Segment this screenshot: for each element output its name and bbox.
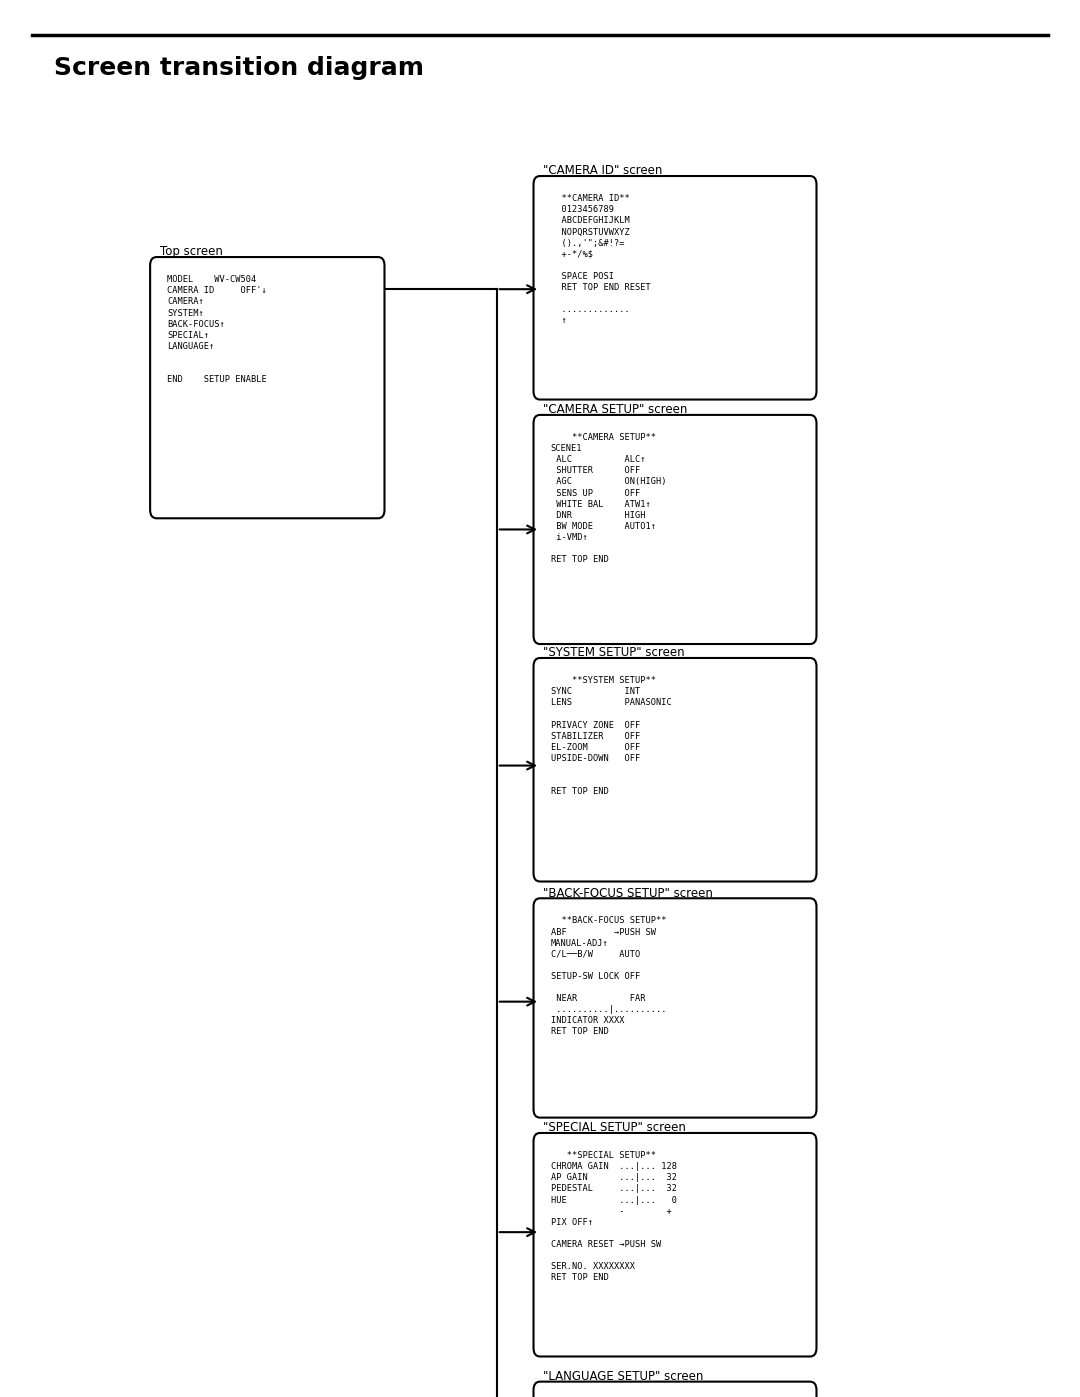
Text: MODEL    WV-CW504
CAMERA ID     OFF'↓
CAMERA↑
SYSTEM↑
BACK-FOCUS↑
SPECIAL↑
LANGU: MODEL WV-CW504 CAMERA ID OFF'↓ CAMERA↑ S… xyxy=(167,275,267,384)
FancyBboxPatch shape xyxy=(534,1133,816,1356)
FancyBboxPatch shape xyxy=(534,1382,816,1397)
Text: "CAMERA ID" screen: "CAMERA ID" screen xyxy=(543,165,663,177)
Text: **BACK-FOCUS SETUP**
ABF         →PUSH SW
MANUAL-ADJ↑
C/L──B/W     AUTO

SETUP-S: **BACK-FOCUS SETUP** ABF →PUSH SW MANUAL… xyxy=(551,916,666,1037)
Text: **SPECIAL SETUP**
CHROMA GAIN  ...|... 128
AP GAIN      ...|...  32
PEDESTAL    : **SPECIAL SETUP** CHROMA GAIN ...|... 12… xyxy=(551,1151,677,1282)
Text: Screen transition diagram: Screen transition diagram xyxy=(54,56,424,80)
Text: **SYSTEM SETUP**
SYNC          INT
LENS          PANASONIC

PRIVACY ZONE  OFF
ST: **SYSTEM SETUP** SYNC INT LENS PANASONIC… xyxy=(551,676,672,796)
Text: "CAMERA SETUP" screen: "CAMERA SETUP" screen xyxy=(543,404,688,416)
FancyBboxPatch shape xyxy=(534,898,816,1118)
FancyBboxPatch shape xyxy=(534,176,816,400)
Text: **CAMERA SETUP**
SCENE1
 ALC          ALC↑
 SHUTTER      OFF
 AGC          ON(HI: **CAMERA SETUP** SCENE1 ALC ALC↑ SHUTTER… xyxy=(551,433,666,564)
FancyBboxPatch shape xyxy=(534,658,816,882)
FancyBboxPatch shape xyxy=(150,257,384,518)
Text: "LANGUAGE SETUP" screen: "LANGUAGE SETUP" screen xyxy=(543,1370,703,1383)
Text: "SYSTEM SETUP" screen: "SYSTEM SETUP" screen xyxy=(543,647,685,659)
Text: "SPECIAL SETUP" screen: "SPECIAL SETUP" screen xyxy=(543,1122,686,1134)
FancyBboxPatch shape xyxy=(534,415,816,644)
Text: "BACK-FOCUS SETUP" screen: "BACK-FOCUS SETUP" screen xyxy=(543,887,713,900)
Text: **CAMERA ID**
  0123456789
  ABCDEFGHIJKLM
  NOPQRSTUVWXYZ
  ().,'";&#!?=
  +-*/: **CAMERA ID** 0123456789 ABCDEFGHIJKLM N… xyxy=(551,194,650,326)
Text: Top screen: Top screen xyxy=(160,246,222,258)
